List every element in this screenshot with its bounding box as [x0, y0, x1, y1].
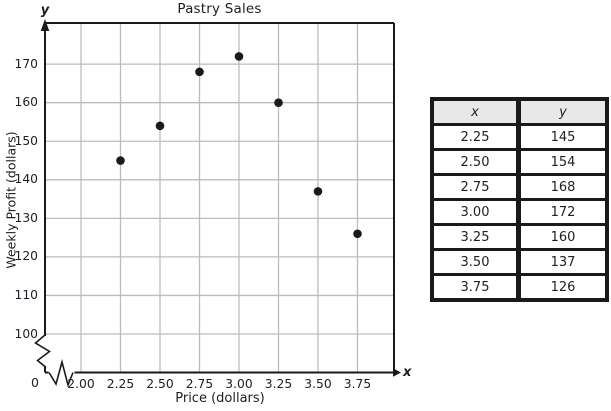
table-header-y: y: [517, 97, 609, 126]
table-cell-y: 126: [517, 273, 609, 302]
table-row: 3.25 160: [430, 223, 609, 251]
data-point: [274, 98, 283, 107]
chart-title: Pastry Sales: [177, 1, 262, 17]
y-tick-label: 140: [14, 172, 38, 187]
y-tick-label: 170: [14, 56, 38, 71]
table-cell-x: 2.75: [430, 173, 521, 201]
data-point: [116, 156, 125, 165]
table-cell-x: 3.75: [430, 273, 521, 302]
x-axis-letter: x: [403, 365, 412, 380]
table-row: 3.75 126: [430, 273, 609, 302]
data-point: [195, 67, 204, 77]
data-point: [353, 229, 362, 239]
x-tick-label: 3.25: [264, 377, 293, 391]
y-tick-label: 130: [14, 210, 38, 225]
x-axis-arrow-icon: [393, 368, 401, 377]
data-table: x y 2.25 145 2.50 154 2.75 168 3.00 172 …: [430, 97, 609, 302]
x-axis-title: Price (dollars): [175, 391, 265, 406]
y-tick-label: 150: [14, 133, 38, 148]
y-tick-label: 100: [14, 326, 38, 341]
y-tick-label: 110: [14, 287, 38, 302]
origin-label: 0: [31, 375, 39, 390]
data-point: [155, 121, 165, 131]
table-cell-x: 2.25: [430, 123, 521, 151]
x-tick-label: 3.75: [343, 377, 372, 391]
table-cell-x: 2.50: [430, 148, 521, 176]
table-row: 2.25 145: [430, 123, 609, 151]
table-cell-y: 168: [517, 173, 609, 201]
y-tick-label: 120: [14, 249, 38, 264]
y-axis-break-icon: [34, 334, 51, 368]
table-row: 2.50 154: [430, 148, 609, 176]
y-axis-letter: y: [40, 3, 50, 18]
data-point: [313, 187, 323, 196]
table-cell-x: 3.00: [430, 198, 521, 226]
table-header-x: x: [430, 97, 521, 126]
x-axis-break-icon: [48, 358, 74, 388]
x-axis-break-mask: [48, 367, 75, 377]
y-axis-title: Weekly Profit (dollars): [3, 131, 19, 269]
x-tick-label: 2.25: [106, 377, 135, 391]
y-tick-label: 160: [14, 95, 38, 110]
table-cell-x: 3.25: [430, 223, 521, 251]
x-tick-label: 3.50: [304, 377, 332, 391]
table-cell-y: 160: [517, 223, 609, 251]
table-cell-x: 3.50: [430, 248, 521, 276]
table-row: 2.75 168: [430, 173, 609, 201]
y-axis-break-mask: [40, 336, 50, 366]
table-header-row: x y: [430, 97, 609, 126]
x-tick-label: 2.50: [146, 377, 174, 391]
table-row: 3.50 137: [430, 248, 609, 276]
x-tick-label: 3.00: [225, 377, 253, 391]
table-cell-y: 172: [517, 198, 609, 226]
y-axis-arrow-icon: [40, 19, 50, 31]
x-tick-label: 2.00: [67, 377, 95, 391]
table-cell-y: 137: [517, 248, 609, 276]
table-cell-y: 145: [517, 123, 609, 151]
table-row: 3.00 172: [430, 198, 609, 226]
x-tick-label: 2.75: [185, 377, 214, 391]
table-cell-y: 154: [517, 148, 609, 176]
data-point: [234, 52, 244, 61]
